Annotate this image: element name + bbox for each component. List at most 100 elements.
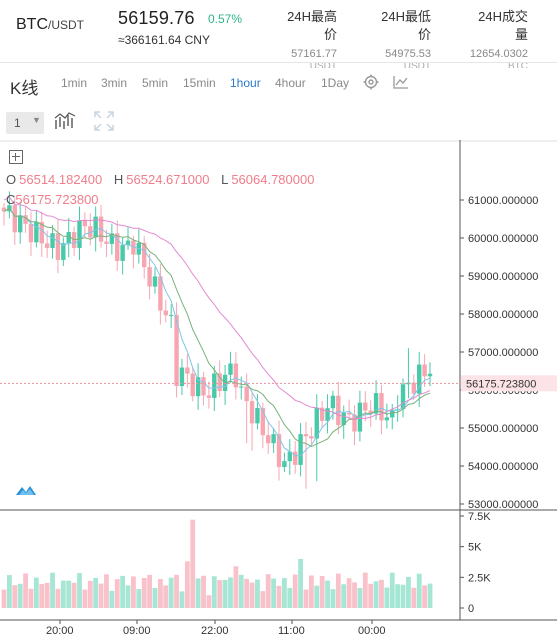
chart-type-icon[interactable]	[54, 112, 76, 135]
stat-unit: USDT	[309, 62, 337, 68]
candle-body	[217, 373, 222, 392]
volume-bar	[179, 591, 185, 608]
volume-bar	[136, 589, 142, 608]
candle-body	[292, 451, 298, 465]
volume-bar	[276, 585, 282, 608]
volume-bar	[368, 583, 374, 608]
candle-body	[282, 461, 287, 467]
settings-icon[interactable]	[363, 74, 381, 92]
volume-bar	[422, 585, 428, 608]
volume-bar	[28, 588, 34, 608]
volume-bar	[373, 581, 379, 608]
volume-tick-label: 2.5K	[468, 572, 491, 584]
volume-bar	[271, 578, 277, 608]
candle-body	[379, 393, 384, 421]
volume-bar	[346, 578, 352, 608]
time-tick-label: 20:00	[46, 625, 74, 637]
volume-bar	[60, 580, 66, 608]
candle-body	[34, 221, 39, 243]
time-tick-label: 09:00	[123, 625, 151, 637]
stat-value: 57161.77	[291, 48, 337, 60]
ohlc-readout-close: C56175.723800	[6, 192, 99, 207]
tab-3min[interactable]: 3min	[101, 76, 128, 90]
tab-5min[interactable]: 5min	[142, 76, 169, 90]
fullscreen-icon[interactable]	[93, 110, 115, 137]
kline-chart[interactable]: 61000.000000 60000.000000 59000.000000 5800…	[0, 140, 557, 640]
volume-bar	[222, 580, 228, 608]
stat-label: 24H最高	[287, 9, 337, 24]
price-tick-label: 53000.000000	[468, 499, 538, 511]
stat-unit: BTC	[508, 62, 528, 68]
high-label: H	[113, 172, 124, 187]
candle-body	[363, 402, 368, 411]
tab-1min[interactable]: 1min	[61, 76, 88, 90]
tab-4hour[interactable]: 4hour	[275, 76, 306, 90]
volume-bar	[298, 558, 303, 608]
tab-1hour[interactable]: 1hour	[230, 76, 261, 90]
candle-body	[330, 395, 336, 409]
tab-1day[interactable]: 1Day	[321, 76, 350, 90]
candle-body	[115, 233, 120, 261]
volume-bar	[152, 588, 158, 608]
volume-bar	[352, 582, 357, 608]
volume-bar	[411, 587, 417, 608]
close-label: C	[6, 192, 16, 207]
interval-select-value: 1	[14, 116, 21, 130]
volume-bar	[233, 566, 239, 608]
indicator-icon[interactable]	[393, 74, 411, 92]
volume-bar	[427, 583, 433, 608]
volume-bar	[174, 574, 179, 608]
volume-bar	[287, 587, 293, 608]
candle-body	[195, 377, 201, 397]
volume-bar	[23, 573, 28, 608]
last-price: 56159.76	[118, 8, 195, 28]
volume-bar	[265, 574, 271, 608]
candle-body	[66, 232, 71, 244]
candle-body	[314, 407, 319, 439]
kline-canvas[interactable]: 61000.000000 60000.000000 59000.000000 5800…	[0, 140, 557, 640]
volume-bar	[71, 582, 77, 608]
ticker-header: BTC/USDT 56159.76 0.57% ≈366161.64 CNY 2…	[0, 0, 557, 68]
candle-body	[341, 412, 346, 426]
volume-bar	[39, 584, 45, 608]
candle-body	[201, 377, 206, 396]
volume-bar	[184, 561, 190, 608]
stat-24h-low: 24H最低 价 54975.53 USDT	[381, 8, 431, 68]
volume-tick-label: 0	[468, 603, 474, 615]
candle-body	[158, 276, 163, 311]
volume-bar	[249, 582, 255, 608]
price-tick-label: 55000.000000	[468, 423, 538, 435]
ma-line-5	[3, 207, 431, 457]
close-value: 56175.723800	[15, 192, 99, 207]
candle-body	[39, 221, 44, 244]
volume-bar	[55, 588, 61, 608]
candle-body	[12, 205, 17, 233]
candle-body	[233, 363, 239, 388]
current-price-tag: 56175.723800	[466, 378, 536, 390]
interval-tabs: K线 1min 3min 5min 15min 1hour 4hour 1Day	[0, 64, 557, 102]
candle-body	[185, 367, 190, 374]
interval-select[interactable]: 1 ▼	[6, 112, 44, 134]
price-tick-label: 60000.000000	[468, 233, 538, 245]
add-indicator-icon[interactable]	[9, 150, 23, 164]
volume-bar	[17, 583, 23, 608]
volume-bar	[104, 574, 109, 608]
volume-bar	[416, 573, 422, 608]
cny-price: ≈366161.64 CNY	[118, 33, 210, 47]
ohlc-readout: O 56514.182400 H 56524.671000 L 56064.78000…	[6, 172, 322, 187]
volume-bar	[82, 589, 88, 608]
volume-bar	[77, 573, 82, 608]
trading-pair[interactable]: BTC/USDT	[16, 16, 84, 34]
tab-15min[interactable]: 15min	[183, 76, 216, 90]
candle-body	[417, 364, 422, 394]
candle-body	[298, 434, 303, 465]
volume-bar	[206, 595, 212, 608]
high-value: 56524.671000	[126, 172, 210, 187]
candle-body	[244, 386, 249, 402]
candle-body	[352, 414, 357, 432]
volume-bar	[319, 575, 325, 608]
volume-bar	[33, 577, 39, 608]
volume-bar	[325, 580, 330, 608]
candle-body	[93, 216, 98, 238]
candle-body	[325, 408, 330, 421]
